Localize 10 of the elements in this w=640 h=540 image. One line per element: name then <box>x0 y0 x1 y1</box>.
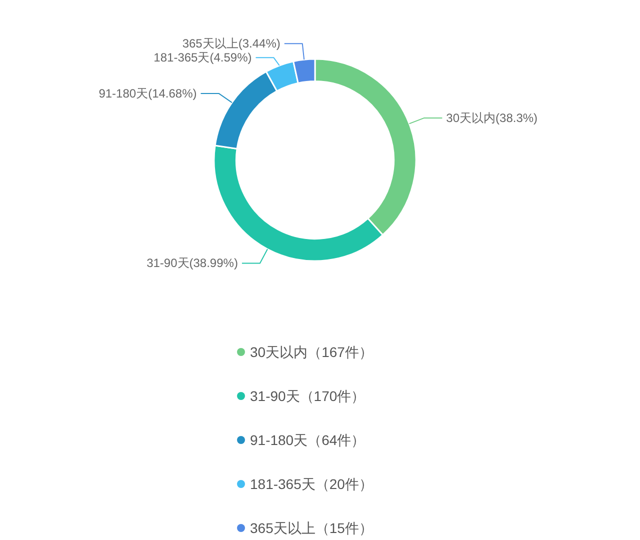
data-label: 91-180天(14.68%) <box>98 86 197 100</box>
data-label: 181-365天(4.59%) <box>154 50 252 65</box>
legend-label: 181-365天（20件） <box>250 476 373 492</box>
data-label: 31-90天(38.99%) <box>146 256 238 270</box>
legend-label: 365天以上（15件） <box>250 520 373 536</box>
legend-label: 31-90天（170件） <box>250 388 366 404</box>
legend-label: 30天以内（167件） <box>250 344 373 360</box>
legend-label: 91-180天（64件） <box>250 432 366 448</box>
data-label: 30天以内(38.3%) <box>446 110 538 125</box>
data-label: 365天以上(3.44%) <box>182 36 280 51</box>
